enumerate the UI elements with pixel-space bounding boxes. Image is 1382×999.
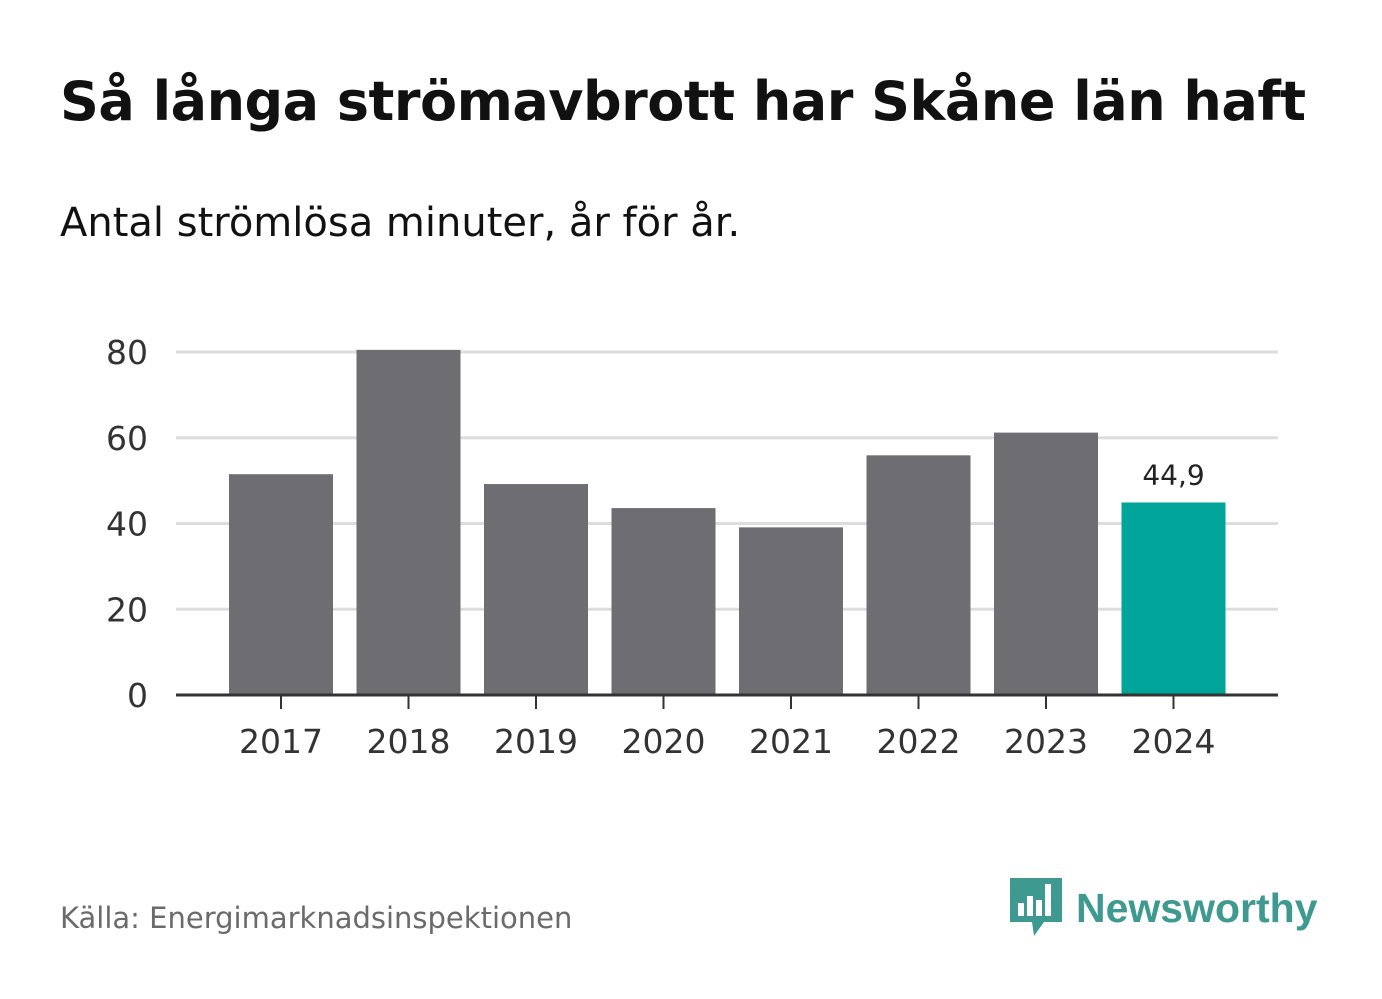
bar <box>229 474 333 695</box>
y-tick-label: 40 <box>106 505 148 544</box>
bar <box>866 455 971 695</box>
bar-highlight <box>1121 502 1226 695</box>
newsworthy-logo-icon <box>1010 878 1062 936</box>
y-tick-label: 20 <box>106 590 148 629</box>
x-tick-label: 2022 <box>877 722 961 761</box>
x-tick-label: 2021 <box>749 722 833 761</box>
bar <box>739 527 843 695</box>
y-tick-label: 80 <box>106 333 148 372</box>
chart-title: Så långa strömavbrott har Skåne län haft <box>60 70 1306 133</box>
bar <box>611 508 716 695</box>
x-tick-label: 2017 <box>239 722 323 761</box>
x-tick-label: 2019 <box>494 722 578 761</box>
x-tick-label: 2024 <box>1132 722 1216 761</box>
bar <box>994 432 1098 695</box>
y-tick-label: 60 <box>106 419 148 458</box>
bar <box>356 349 461 695</box>
bar <box>484 484 588 695</box>
x-tick-label: 2018 <box>367 722 451 761</box>
x-tick-label: 2023 <box>1004 722 1088 761</box>
source-note: Källa: Energimarknadsinspektionen <box>60 901 573 935</box>
x-tick-label: 2020 <box>622 722 706 761</box>
y-tick-label: 0 <box>127 676 148 715</box>
chart-subtitle: Antal strömlösa minuter, år för år. <box>60 200 741 246</box>
data-label: 44,9 <box>1142 458 1204 491</box>
newsworthy-logo-text: Newsworthy <box>1076 884 1318 931</box>
newsworthy-logo: Newsworthy <box>1010 878 1318 938</box>
